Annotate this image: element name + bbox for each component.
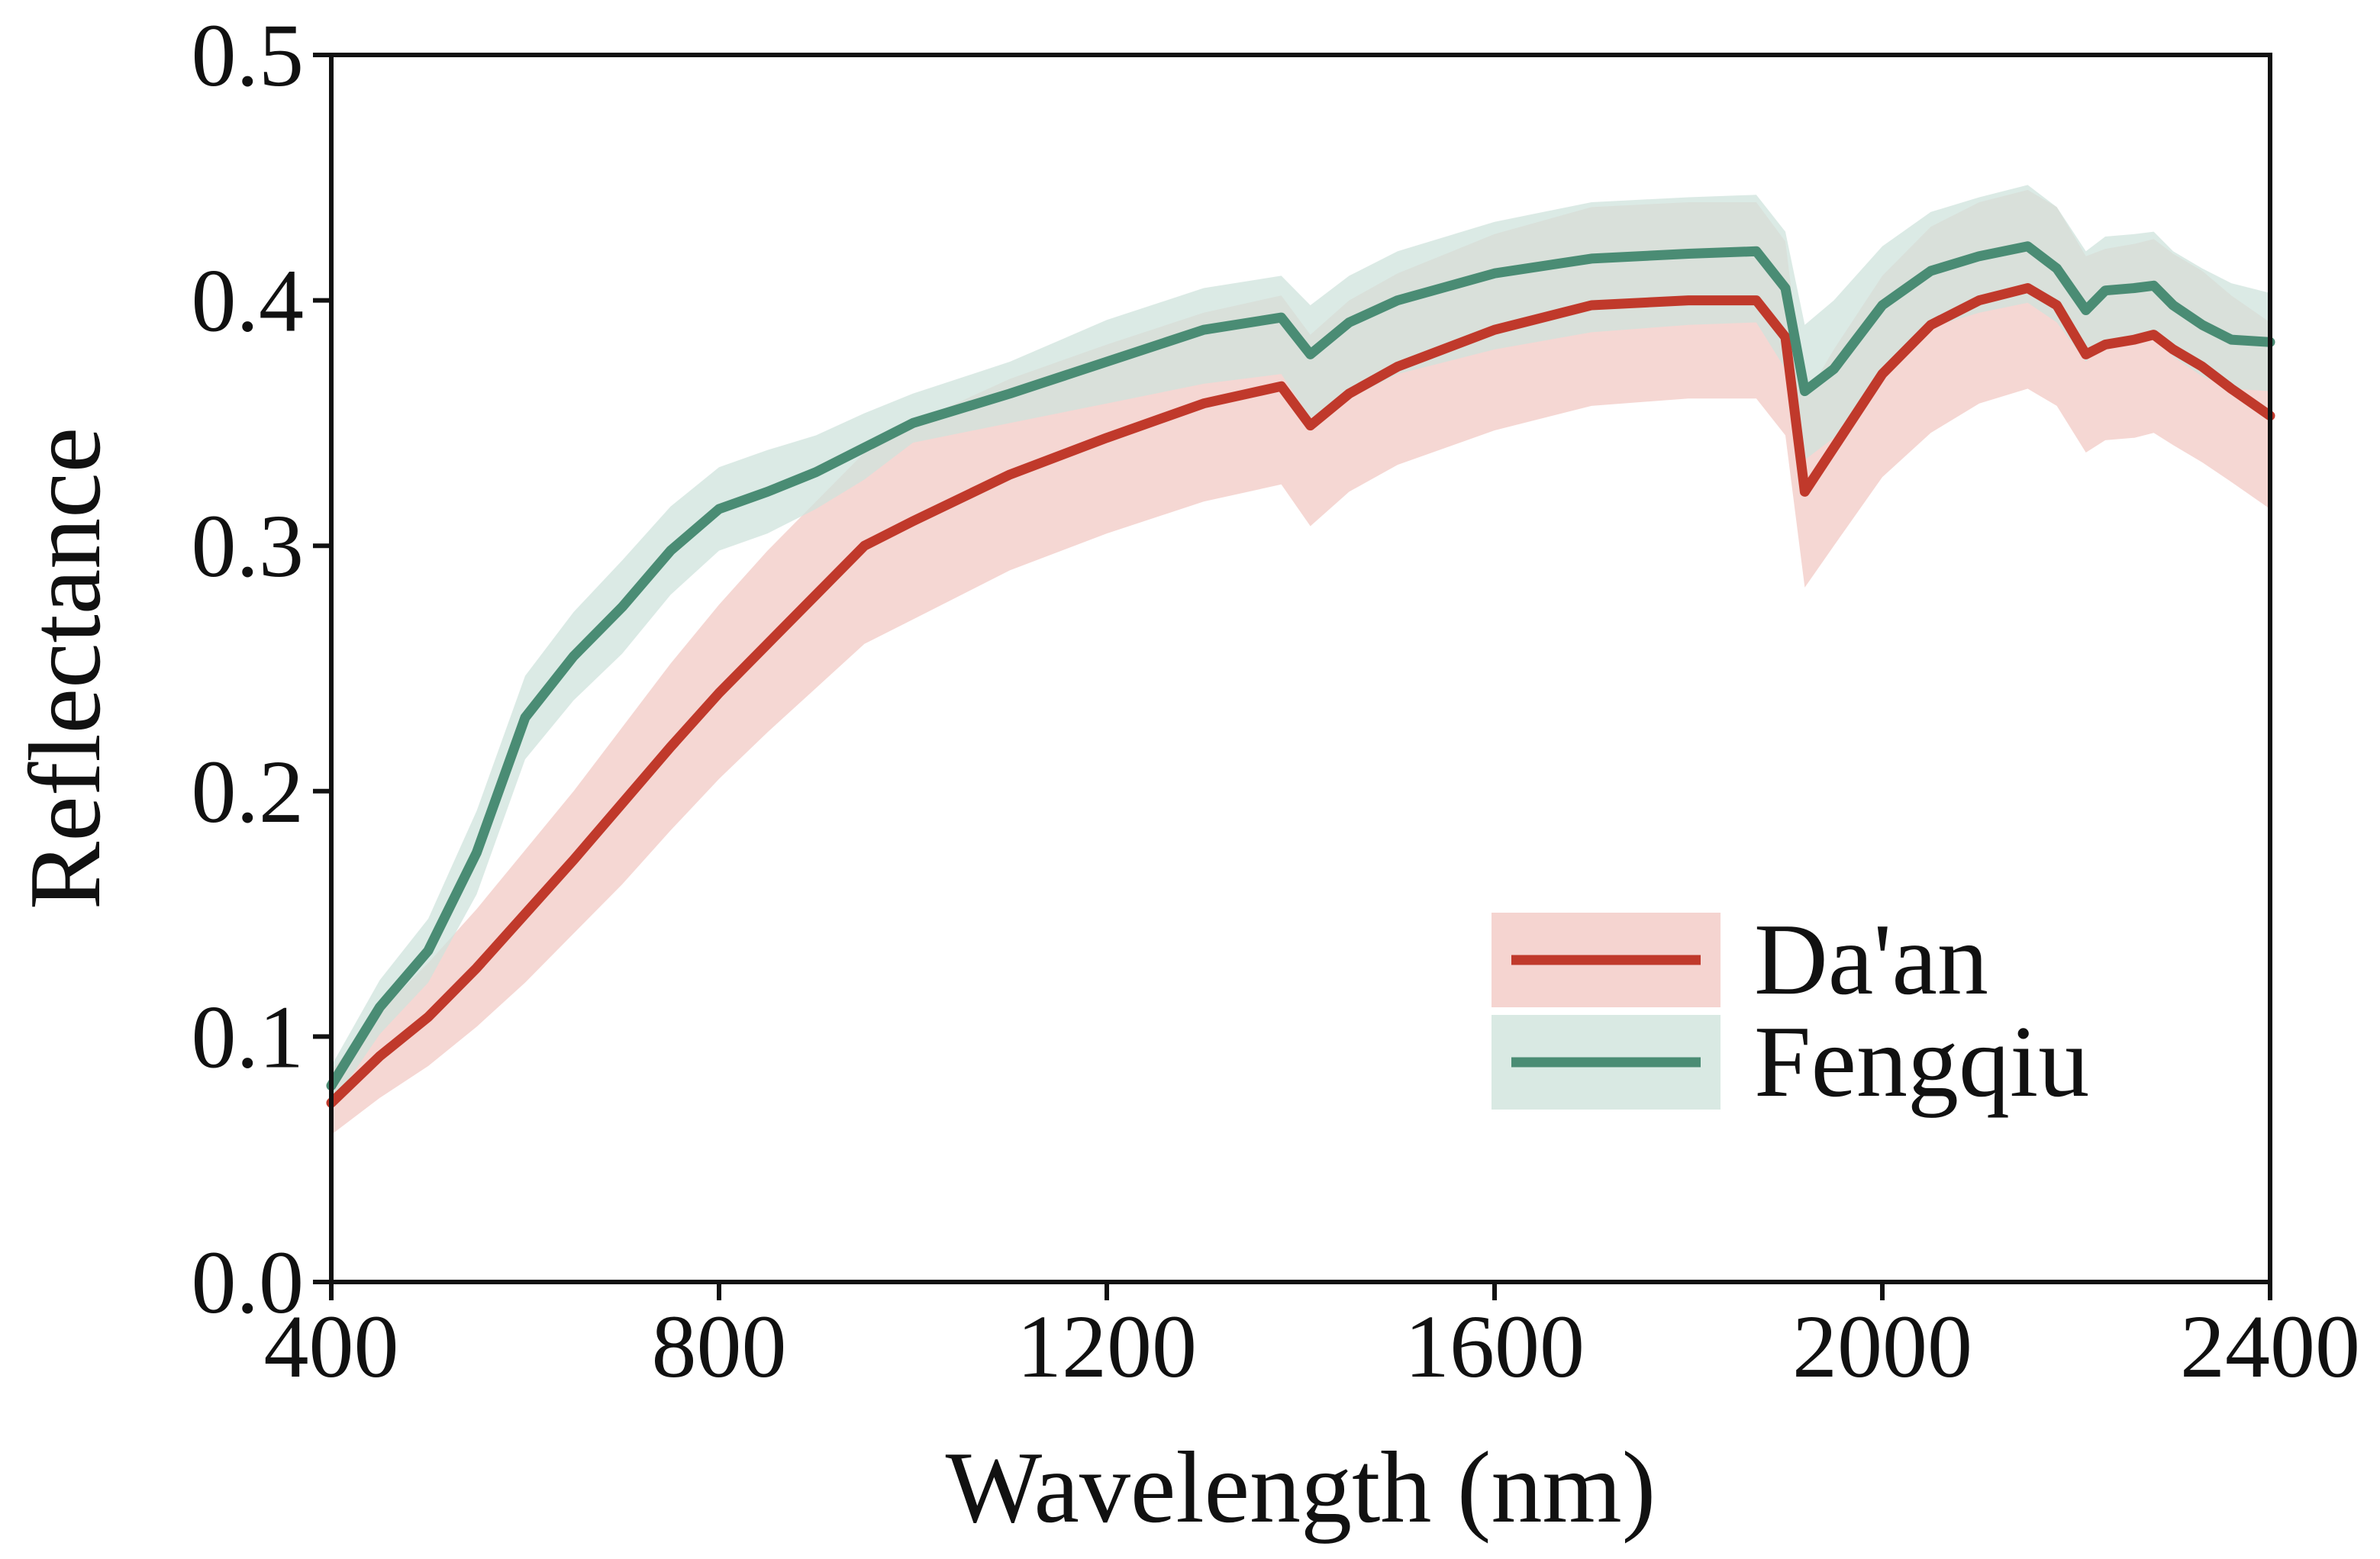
x-tick-label: 2400: [2180, 1296, 2360, 1396]
y-tick-label: 0.4: [192, 251, 305, 351]
line-fengqiu: [326, 241, 2275, 1091]
band-fengqiu: [331, 185, 2270, 1106]
y-axis-ticks: 0.0 0.1 0.2 0.3 0.4 0.5: [192, 5, 331, 1332]
legend-label-da-an: Da'an: [1754, 903, 1988, 1016]
legend-label-fengqiu: Fengqiu: [1754, 1005, 2089, 1118]
y-axis-title: Reflectance: [8, 427, 121, 910]
y-tick-label: 0.3: [192, 496, 305, 596]
y-tick-label: 0.1: [192, 987, 305, 1087]
uncertainty-bands: [331, 185, 2270, 1135]
y-tick-label: 0.0: [192, 1232, 305, 1332]
line-da-an: [326, 283, 2275, 1108]
x-tick-label: 1200: [1017, 1296, 1197, 1396]
x-tick-label: 400: [264, 1296, 399, 1396]
x-tick-label: 1600: [1404, 1296, 1585, 1396]
x-axis-ticks: 400 800 1200 1600 2000 2400: [264, 1282, 2360, 1396]
band-da-an: [331, 189, 2270, 1135]
x-tick-label: 2000: [1792, 1296, 1972, 1396]
y-tick-label: 0.5: [192, 5, 305, 105]
plot-frame: [329, 53, 2272, 1284]
y-tick-label: 0.2: [192, 742, 305, 842]
x-tick-label: 800: [652, 1296, 787, 1396]
mean-lines: [326, 241, 2275, 1108]
x-axis-title: Wavelength (nm): [946, 1431, 1656, 1544]
